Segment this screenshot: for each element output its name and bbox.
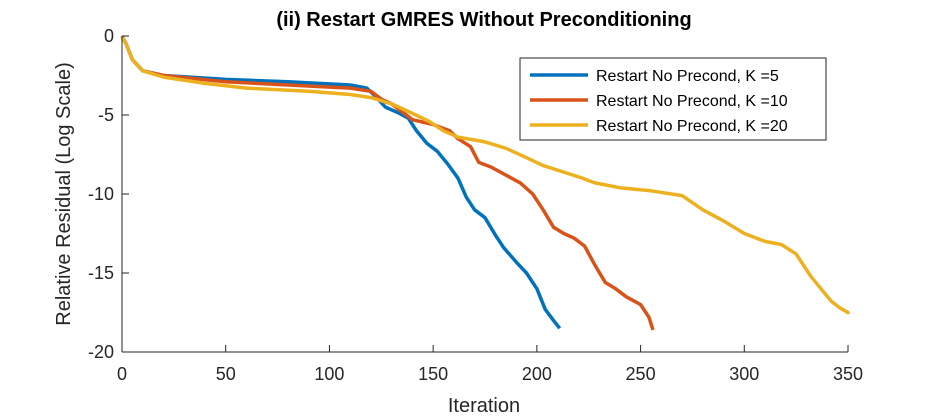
y-tick-label: -15: [88, 263, 114, 283]
legend-label-1: Restart No Precond, K =5: [596, 68, 779, 85]
x-tick-label: 150: [418, 364, 448, 384]
x-ticks: 0 50 100 150 200 250 300 350: [117, 345, 863, 384]
legend: Restart No Precond, K =5 Restart No Preco…: [519, 57, 827, 141]
legend-label-2: Restart No Precond, K =10: [596, 93, 788, 110]
y-ticks: 0 -5 -10 -15 -20: [88, 26, 129, 362]
x-tick-label: 300: [729, 364, 759, 384]
x-tick-label: 250: [626, 364, 656, 384]
series-line-2: [120, 35, 655, 331]
y-tick-label: -5: [98, 105, 114, 125]
y-tick-label: -20: [88, 342, 114, 362]
plot-lines: [120, 35, 850, 331]
x-tick-label: 100: [314, 364, 344, 384]
legend-label-3: Restart No Precond, K =20: [596, 118, 788, 135]
chart-title: (ii) Restart GMRES Without Preconditioni…: [276, 9, 691, 31]
y-tick-label: 0: [104, 26, 114, 46]
axes: 0 50 100 150 200 250 300 350 0 -5 -10 -15 -20: [88, 26, 863, 384]
x-tick-label: 0: [117, 364, 127, 384]
y-axis-label: Relative Residual (Log Scale): [53, 62, 75, 325]
x-tick-label: 350: [833, 364, 863, 384]
x-tick-label: 50: [216, 364, 236, 384]
x-tick-label: 200: [522, 364, 552, 384]
y-tick-label: -10: [88, 184, 114, 204]
series-line-3: [120, 35, 850, 315]
x-axis-label: Iteration: [448, 395, 520, 417]
